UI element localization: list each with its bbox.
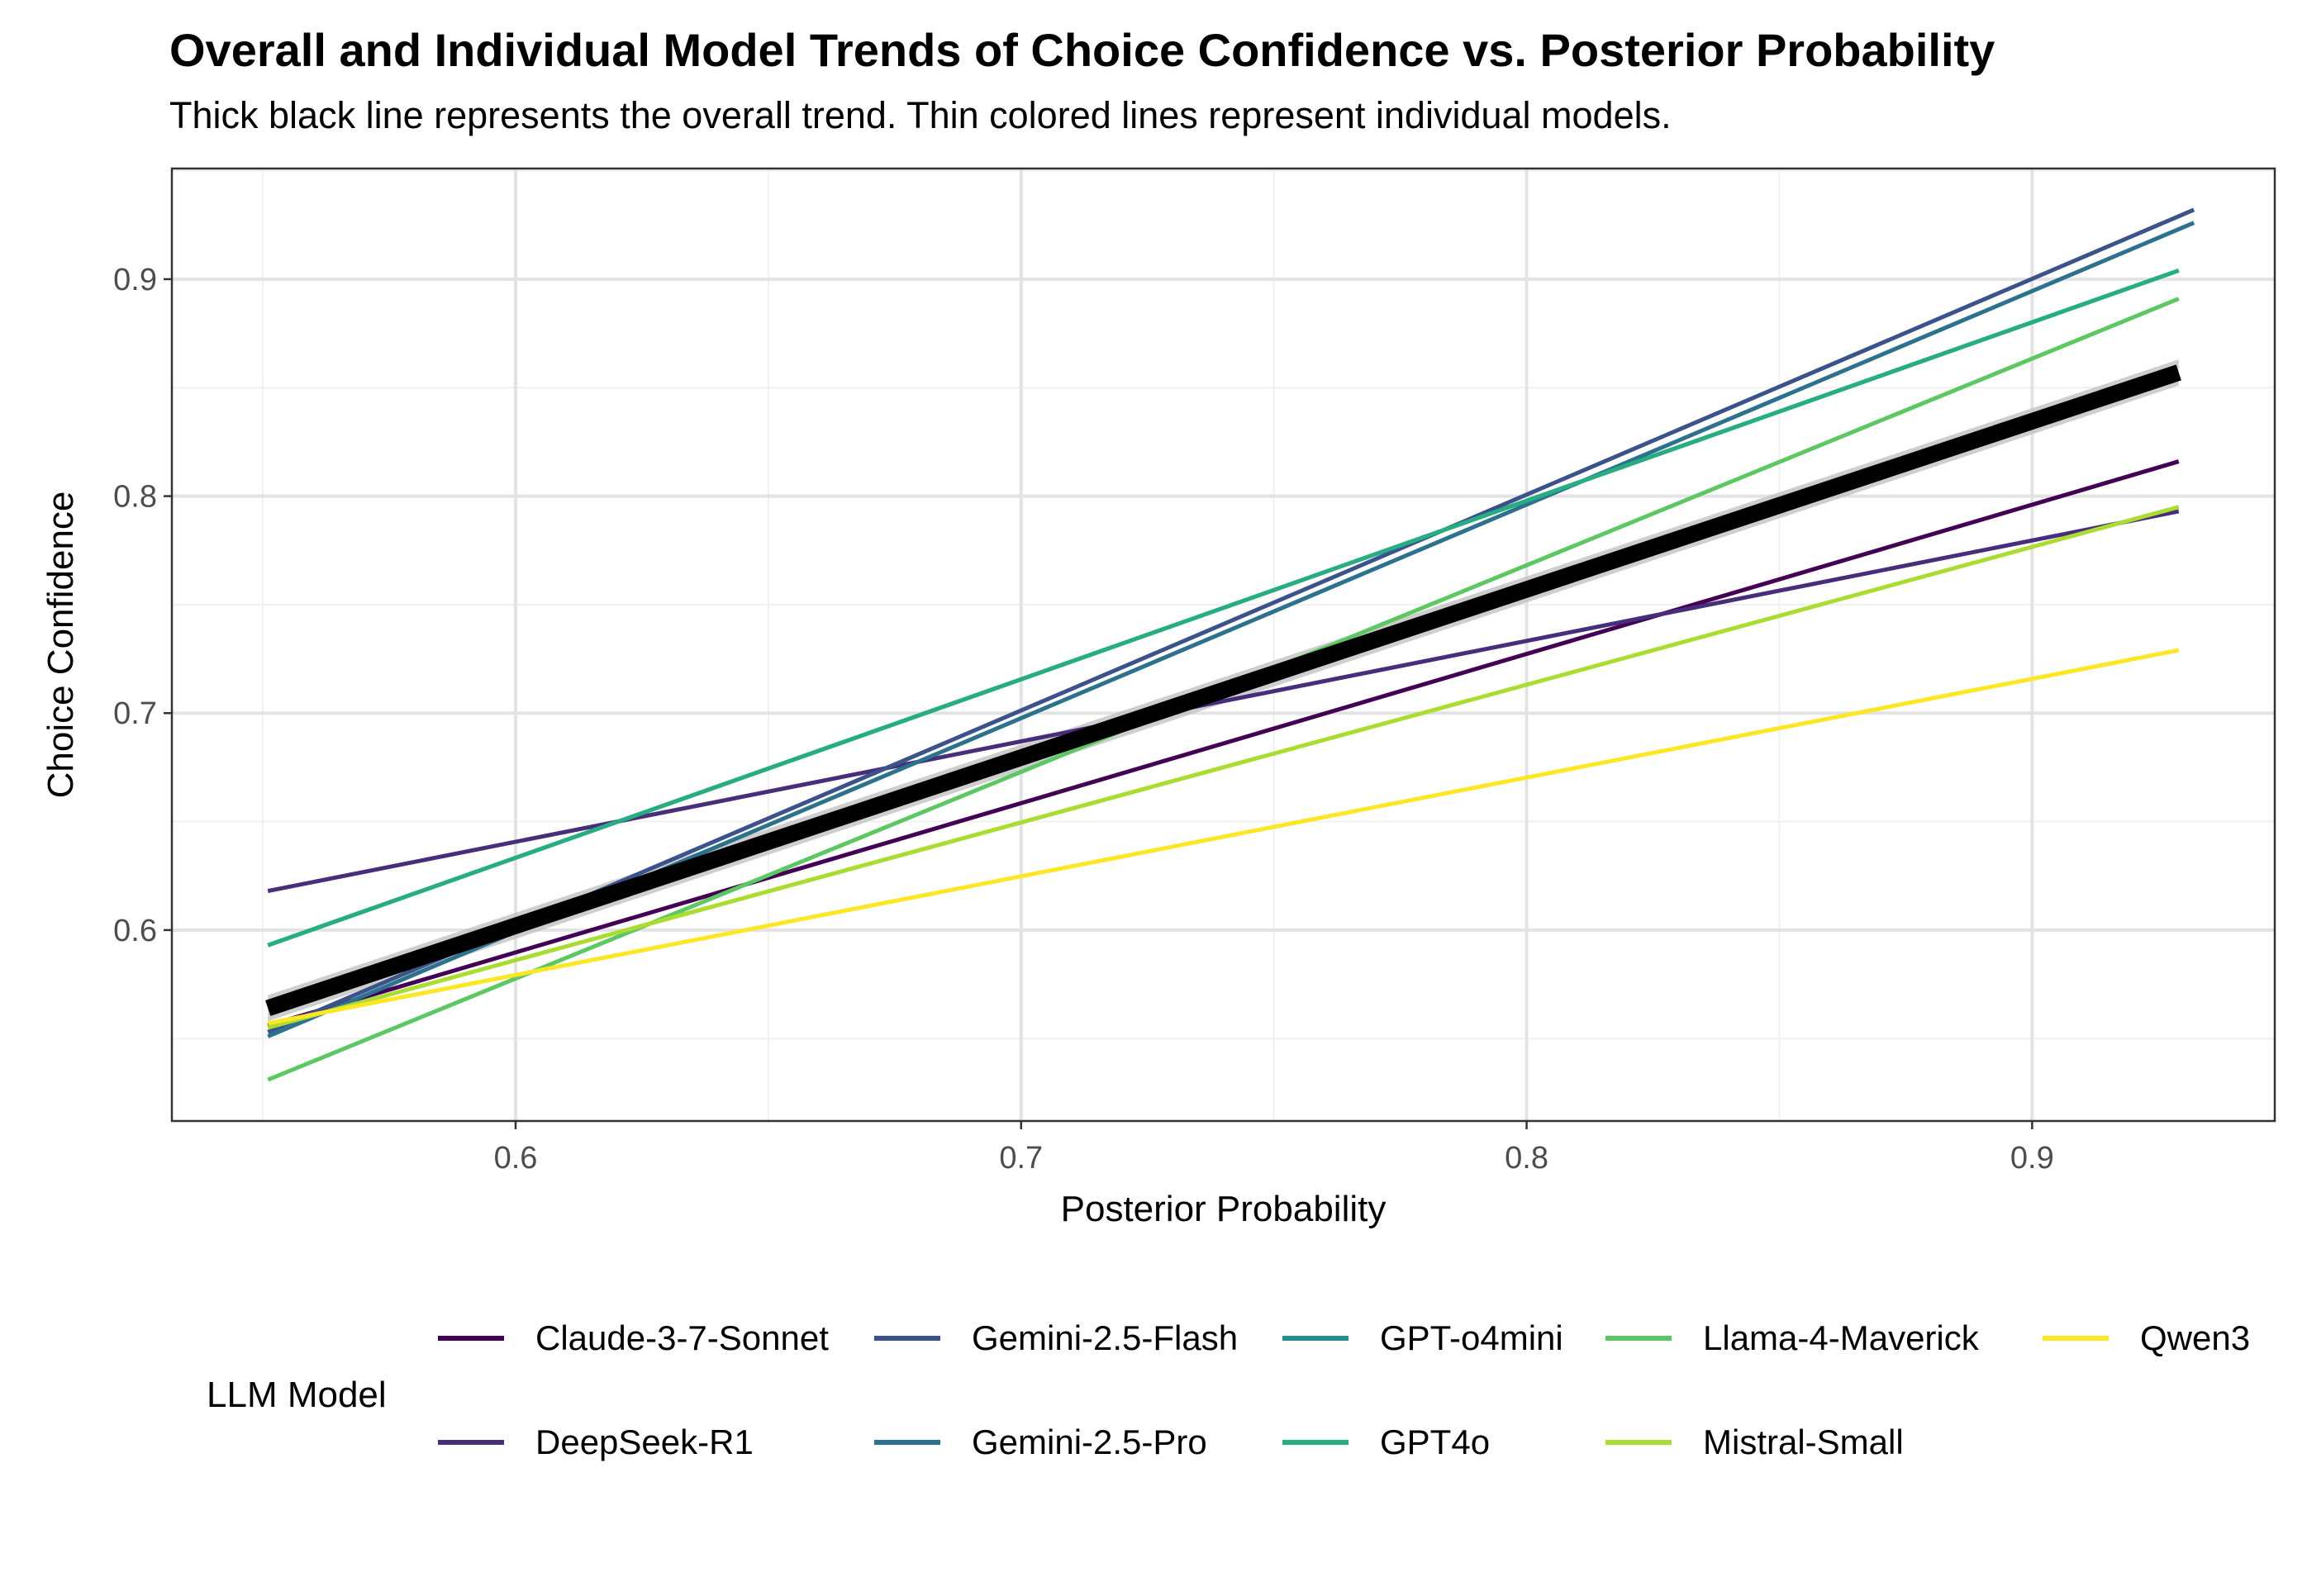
legend-swatch	[438, 1336, 504, 1341]
series-line-gpt4o	[267, 268, 2180, 948]
legend-swatch	[438, 1440, 504, 1445]
legend-label: DeepSeek-R1	[535, 1423, 754, 1461]
series-lines	[267, 207, 2195, 1082]
legend-swatch	[1282, 1336, 1349, 1341]
overall-trend-line	[265, 364, 2181, 1016]
y-axis-title: Choice Confidence	[40, 492, 81, 799]
legend-item-deepseek-r1: DeepSeek-R1	[438, 1418, 754, 1467]
legend-label: Gemini-2.5-Flash	[972, 1318, 1239, 1357]
overall-line-group	[265, 364, 2181, 1016]
legend-swatch	[874, 1336, 940, 1341]
x-tick-label: 0.9	[2010, 1141, 2054, 1176]
legend-label: Gemini-2.5-Pro	[972, 1423, 1207, 1461]
legend-swatch	[874, 1440, 940, 1445]
y-tick-label: 0.6	[113, 914, 157, 948]
chart-subtitle: Thick black line represents the overall …	[169, 94, 1672, 136]
x-axis-title: Posterior Probability	[1061, 1189, 1387, 1229]
legend-item-mistral-small: Mistral-Small	[1605, 1418, 1904, 1467]
panel-border	[170, 167, 2276, 1123]
series-line-qwen3	[267, 648, 2180, 1026]
legend-item-qwen3: Qwen3	[2043, 1313, 2250, 1363]
x-tick-label: 0.7	[999, 1141, 1043, 1176]
chart-svg: 0.6 0.7 0.8 0.9 0.6 0.7 0.8 0.9 Posterior Proba…	[40, 167, 2276, 1229]
legend-title: LLM Model	[207, 1375, 387, 1415]
legend-item-llama-4-maverick: Llama-4-Maverick	[1605, 1313, 1979, 1363]
legend-item-gemini-2-5-flash: Gemini-2.5-Flash	[874, 1313, 1238, 1363]
legend-label: Qwen3	[2140, 1318, 2251, 1357]
legend-swatch	[1282, 1440, 1349, 1445]
y-tick-label: 0.7	[113, 696, 157, 731]
y-tick-label: 0.9	[113, 263, 157, 297]
series-line-deepseek-r1	[267, 509, 2180, 894]
grid-minor	[172, 169, 2275, 1121]
y-tick-label: 0.8	[113, 480, 157, 515]
legend-swatch	[1605, 1440, 1672, 1445]
chart-title: Overall and Individual Model Trends of C…	[169, 24, 1995, 76]
legend-item-gpt4o: GPT4o	[1282, 1418, 1490, 1467]
legend-label: Mistral-Small	[1703, 1423, 1904, 1461]
legend-swatch	[2043, 1336, 2109, 1341]
legend-item-gemini-2-5-pro: Gemini-2.5-Pro	[874, 1418, 1207, 1467]
axis-ticks	[164, 278, 2033, 1129]
grid-major	[172, 169, 2275, 1121]
x-tick-label: 0.6	[494, 1141, 538, 1176]
series-line-claude-3-7-sonnet	[267, 459, 2180, 1028]
x-tick-label: 0.8	[1505, 1141, 1548, 1176]
series-line-mistral-small	[267, 505, 2180, 1030]
legend: LLM Model Claude-3-7-Sonnet DeepSeek-R1 Ge…	[207, 1313, 2272, 1495]
legend-label: Llama-4-Maverick	[1703, 1318, 1979, 1357]
legend-swatch	[1605, 1336, 1672, 1341]
legend-item-claude-3-7-sonnet: Claude-3-7-Sonnet	[438, 1313, 829, 1363]
legend-label: GPT-o4mini	[1380, 1318, 1563, 1357]
legend-item-gpt-o4mini: GPT-o4mini	[1282, 1313, 1563, 1363]
legend-label: GPT4o	[1380, 1423, 1491, 1461]
tick-labels: 0.6 0.7 0.8 0.9 0.6 0.7 0.8 0.9	[113, 263, 2054, 1176]
legend-label: Claude-3-7-Sonnet	[535, 1318, 829, 1357]
